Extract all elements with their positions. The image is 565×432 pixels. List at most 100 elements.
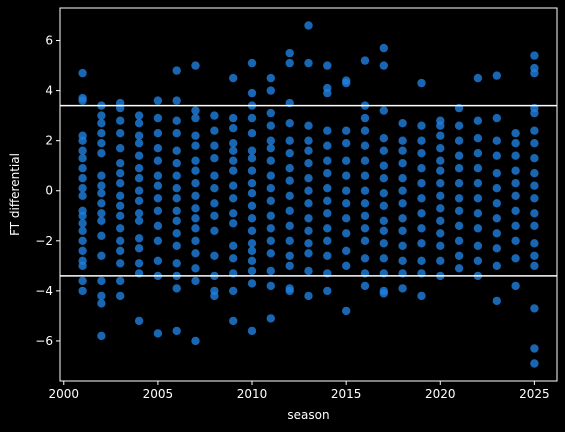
data-point: [342, 306, 351, 316]
data-point: [97, 139, 106, 148]
data-point: [153, 156, 163, 165]
data-point: [530, 239, 539, 248]
data-point: [304, 214, 313, 223]
data-point: [530, 304, 539, 313]
data-point: [210, 251, 219, 260]
data-point: [172, 146, 181, 155]
data-point: [492, 151, 501, 160]
data-point: [530, 169, 539, 178]
data-point: [172, 194, 181, 203]
data-point: [229, 139, 238, 148]
data-point: [436, 229, 445, 238]
data-point: [247, 266, 257, 276]
data-point: [210, 126, 219, 135]
data-point: [360, 211, 370, 220]
data-point: [116, 169, 125, 178]
data-point: [210, 226, 219, 235]
data-point: [285, 149, 294, 158]
data-point: [78, 219, 87, 228]
data-point: [417, 209, 426, 218]
data-point: [266, 136, 275, 145]
data-point: [417, 291, 426, 301]
data-point: [116, 191, 125, 200]
data-point: [191, 214, 200, 223]
data-point: [78, 191, 87, 200]
data-point: [492, 184, 501, 193]
data-point: [191, 336, 200, 346]
data-point: [191, 224, 200, 233]
data-point: [153, 171, 163, 180]
data-point: [530, 209, 539, 218]
data-point: [492, 199, 501, 208]
data-point: [530, 261, 539, 270]
data-point: [323, 61, 332, 70]
data-point: [97, 171, 106, 180]
data-point: [210, 171, 219, 180]
data-point: [97, 331, 106, 341]
data-point: [172, 216, 181, 225]
data-point: [530, 68, 539, 78]
data-point: [473, 134, 483, 143]
data-point: [342, 78, 351, 88]
data-point: [342, 246, 351, 255]
data-point: [304, 159, 313, 168]
data-point: [379, 174, 388, 183]
data-point: [78, 154, 87, 163]
data-point: [511, 139, 520, 148]
x-tick-label: 2020: [425, 387, 456, 401]
y-tick-label: 6: [45, 34, 53, 48]
data-point: [210, 211, 219, 220]
data-point: [97, 216, 106, 225]
data-point: [97, 276, 106, 286]
data-point: [379, 216, 388, 225]
data-point: [116, 144, 125, 153]
data-point: [417, 256, 426, 265]
data-point: [153, 113, 163, 123]
data-point: [229, 146, 238, 155]
data-point: [229, 156, 238, 165]
data-point: [153, 256, 163, 265]
data-point: [379, 43, 388, 53]
data-point: [417, 194, 426, 203]
data-point: [530, 221, 539, 230]
data-point: [134, 111, 144, 120]
data-point: [398, 284, 407, 293]
data-point: [473, 224, 483, 233]
data-point: [172, 229, 181, 238]
data-point: [97, 209, 106, 218]
data-point: [266, 73, 275, 83]
data-point: [229, 316, 238, 326]
data-point: [323, 251, 332, 260]
data-point: [417, 239, 426, 248]
data-point: [247, 189, 257, 198]
data-point: [97, 251, 106, 260]
data-point: [360, 186, 370, 195]
data-point: [210, 291, 219, 301]
x-axis-ticks: 2000 2005 2010 2015 2020 2025: [48, 381, 550, 401]
data-point: [78, 236, 87, 245]
data-point: [97, 149, 106, 158]
data-point: [342, 139, 351, 148]
data-point: [436, 256, 445, 265]
data-point: [172, 259, 181, 268]
data-point: [78, 276, 87, 286]
data-point: [436, 216, 445, 225]
data-point: [78, 184, 87, 193]
data-point: [134, 244, 144, 253]
data-point: [342, 261, 351, 270]
data-point: [247, 179, 257, 188]
plot-frame: [59, 7, 558, 382]
data-point: [134, 186, 144, 195]
data-point: [134, 209, 144, 218]
data-point: [360, 224, 370, 233]
data-point: [116, 129, 125, 138]
data-point: [266, 236, 275, 245]
data-point: [191, 113, 200, 123]
data-point: [530, 51, 539, 60]
data-point: [530, 108, 539, 118]
data-point: [97, 119, 106, 128]
data-point: [323, 196, 332, 205]
data-point: [172, 96, 181, 105]
data-point: [379, 254, 388, 263]
data-point: [285, 176, 294, 185]
